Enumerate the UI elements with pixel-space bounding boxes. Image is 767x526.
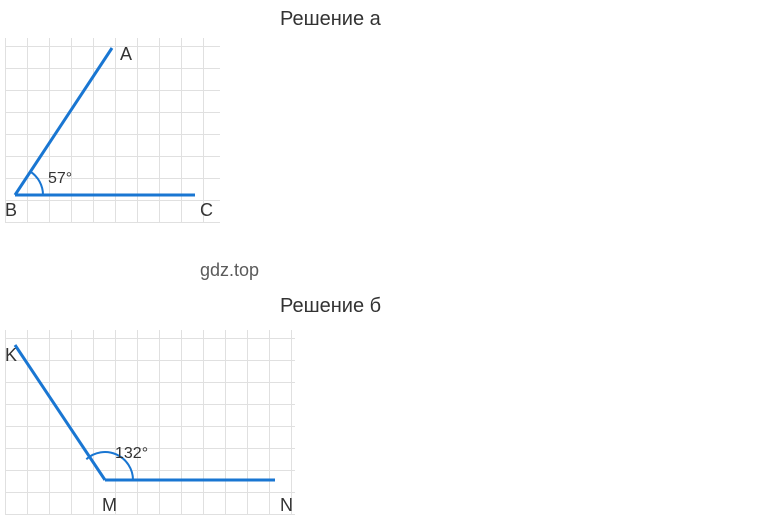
label-k: K (5, 345, 17, 366)
angle-b-label: 132° (115, 445, 148, 463)
label-n: N (280, 495, 293, 516)
label-m: M (102, 495, 117, 516)
line-mk (15, 345, 105, 480)
